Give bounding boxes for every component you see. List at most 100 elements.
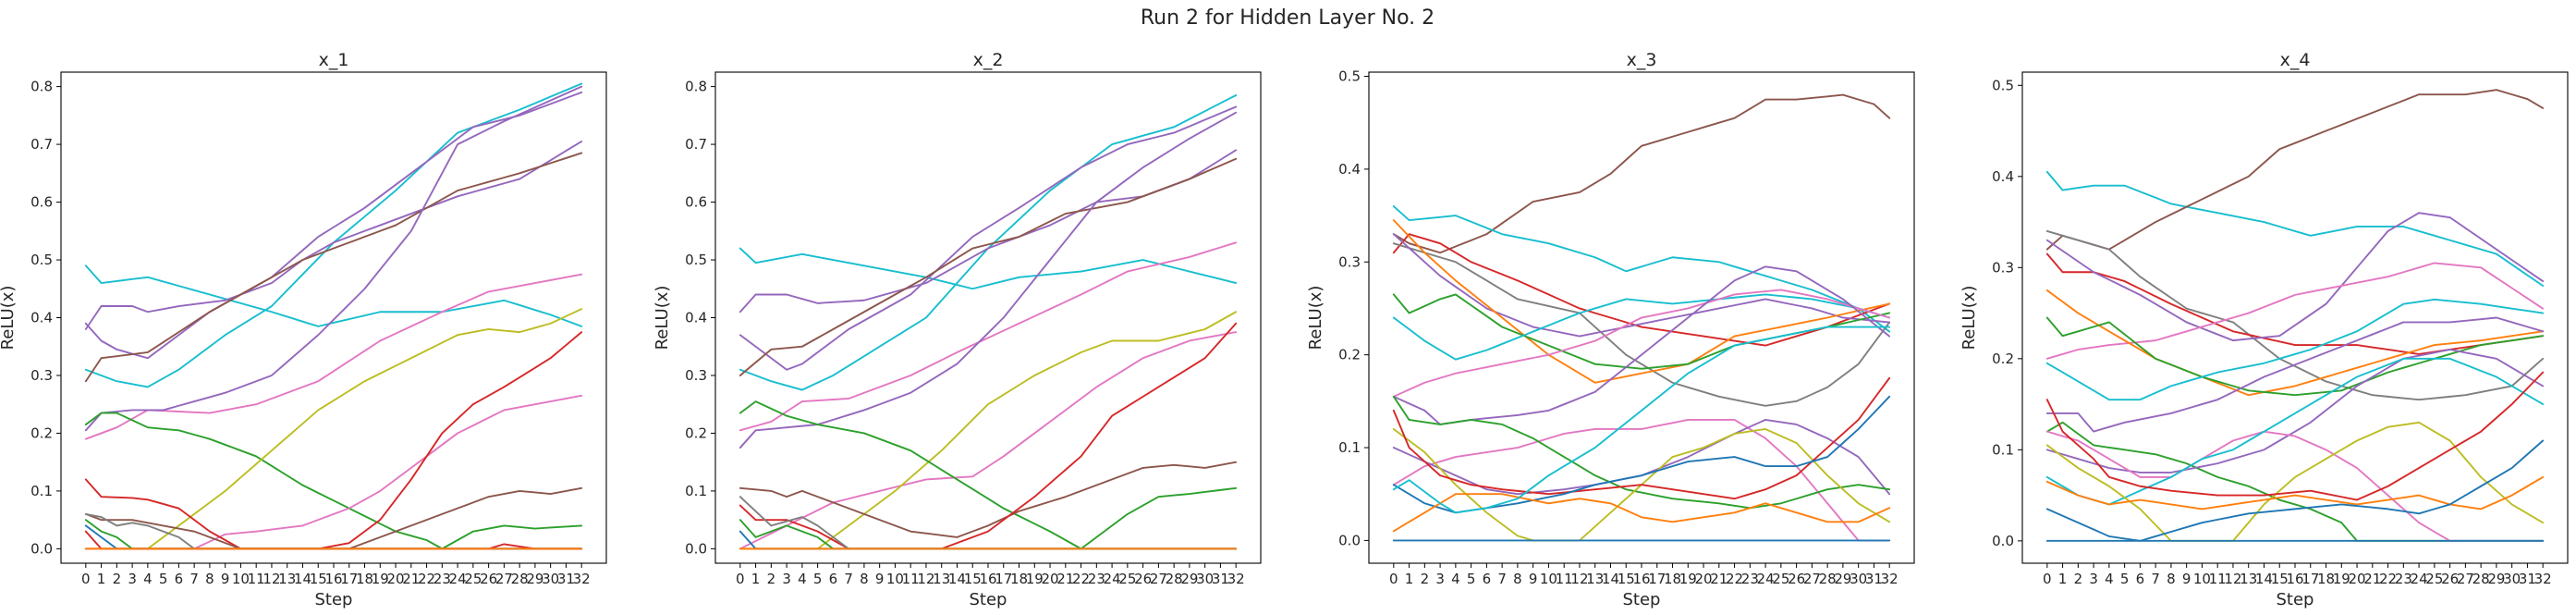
- x-tick-label: 17: [340, 571, 358, 587]
- x-tick-label: 2: [1421, 571, 1430, 587]
- x-tick-label: 23: [2395, 571, 2412, 587]
- series-line: [2045, 170, 2545, 287]
- subplot-title: x_4: [2280, 50, 2311, 70]
- series-line: [739, 157, 1238, 376]
- x-tick-label: 25: [2425, 571, 2443, 587]
- x-tick-label: 17: [1648, 571, 1666, 587]
- series-group: [1392, 93, 1891, 542]
- x-tick-label: 17: [2301, 571, 2319, 587]
- x-tick-label: 5: [1467, 571, 1476, 587]
- x-tick-label: 19: [2333, 571, 2350, 587]
- x-tick-label: 1: [1405, 571, 1414, 587]
- x-tick-label: 19: [1679, 571, 1697, 587]
- y-tick-label: 0.4: [31, 310, 53, 326]
- y-tick-label: 0.7: [31, 136, 53, 153]
- y-tick-label: 0.6: [685, 194, 707, 211]
- x-tick-label: 32: [2534, 571, 2552, 587]
- y-tick-label: 0.5: [685, 252, 707, 268]
- x-axis-label: Step: [970, 590, 1007, 609]
- x-tick-label: 15: [1618, 571, 1635, 587]
- y-tick-label: 0.2: [31, 424, 53, 441]
- y-tick-label: 0.4: [1992, 168, 2014, 185]
- subplot-x_1: 0.00.10.20.30.40.50.60.70.80 1 2 3 4 5 6 7 8 9 101…: [0, 50, 607, 609]
- series-line: [2045, 252, 2545, 355]
- series-line: [84, 141, 583, 330]
- x-tick-label: 30: [542, 571, 559, 587]
- series-line: [2045, 289, 2545, 397]
- x-tick-label: 14: [1602, 571, 1619, 587]
- x-tick-label: 0: [81, 571, 91, 587]
- y-axis-label: ReLU(x): [653, 286, 672, 351]
- subplot-title: x_3: [1627, 50, 1657, 70]
- series-line: [739, 331, 1238, 550]
- series-line: [84, 152, 583, 383]
- series-line: [84, 331, 583, 550]
- x-tick-label: 6: [829, 571, 838, 587]
- y-tick-label: 0.5: [1992, 77, 2014, 93]
- subplot-x_4: 0.00.10.20.30.40.50 1 2 3 4 5 6 7 8 9 101112131415…: [1959, 50, 2569, 609]
- x-tick-label: 28: [511, 571, 529, 587]
- x-tick-label: 9: [1529, 571, 1538, 587]
- x-tick-label: 16: [2286, 571, 2303, 587]
- y-tick-label: 0.1: [1992, 441, 2014, 458]
- x-tick-label: 2: [113, 571, 122, 587]
- x-tick-label: 3: [782, 571, 791, 587]
- x-tick-label: 10: [1540, 571, 1557, 587]
- x-tick-label: 25: [1772, 571, 1789, 587]
- series-line: [739, 111, 1238, 449]
- x-tick-label: 27: [495, 571, 513, 587]
- x-tick-label: 27: [2457, 571, 2474, 587]
- y-tick-label: 0.0: [1338, 532, 1361, 548]
- series-line: [739, 400, 1238, 550]
- x-tick-label: 17: [995, 571, 1012, 587]
- x-tick-label: 4: [143, 571, 153, 587]
- y-tick-label: 0.1: [685, 483, 707, 499]
- y-tick-label: 0.5: [1338, 68, 1361, 85]
- series-line: [1392, 233, 1891, 338]
- x-tick-label: 0: [736, 571, 745, 587]
- x-tick-label: 29: [1180, 571, 1198, 587]
- series-line: [84, 264, 583, 327]
- x-tick-label: 2: [767, 571, 776, 587]
- y-tick-label: 0.5: [31, 252, 53, 268]
- series-line: [2045, 229, 2545, 401]
- x-tick-label: 30: [2503, 571, 2521, 587]
- series-line: [739, 461, 1238, 538]
- x-tick-label: 14: [2255, 571, 2273, 587]
- x-tick-label: 31: [557, 571, 575, 587]
- series-group: [2045, 89, 2545, 542]
- y-tick-label: 0.3: [1992, 259, 2014, 276]
- x-tick-label: 11: [1556, 571, 1573, 587]
- x-tick-label: 8: [205, 571, 214, 587]
- y-tick-label: 0.7: [685, 136, 707, 153]
- series-line: [1392, 376, 1891, 500]
- x-tick-label: 24: [1757, 571, 1775, 587]
- subplot-x_3: 0.00.10.20.30.40.50 1 2 3 4 5 6 7 8 9 101112131415…: [1306, 50, 1915, 609]
- series-line: [1392, 493, 1891, 533]
- x-tick-label: 22: [418, 571, 435, 587]
- x-tick-label: 28: [1819, 571, 1837, 587]
- x-tick-label: 1: [2058, 571, 2068, 587]
- y-tick-label: 0.1: [1338, 439, 1361, 456]
- x-tick-label: 26: [480, 571, 497, 587]
- x-tick-label: 23: [1741, 571, 1759, 587]
- x-tick-label: 27: [1150, 571, 1167, 587]
- y-tick-label: 0.2: [1338, 347, 1361, 363]
- x-tick-label: 18: [1664, 571, 1681, 587]
- series-line: [1392, 93, 1891, 254]
- y-tick-label: 0.3: [1338, 253, 1361, 270]
- series-line: [1392, 242, 1891, 407]
- series-line: [1392, 233, 1891, 347]
- y-axis-label: ReLU(x): [1306, 286, 1325, 351]
- series-line: [739, 247, 1238, 290]
- x-tick-label: 25: [464, 571, 482, 587]
- x-tick-label: 31: [2519, 571, 2536, 587]
- series-group: [84, 82, 583, 550]
- x-tick-label: 12: [2224, 571, 2241, 587]
- x-tick-label: 14: [294, 571, 311, 587]
- x-tick-label: 7: [189, 571, 199, 587]
- x-tick-label: 18: [356, 571, 373, 587]
- x-tick-label: 3: [128, 571, 137, 587]
- x-tick-label: 7: [1497, 571, 1507, 587]
- x-tick-label: 30: [1850, 571, 1867, 587]
